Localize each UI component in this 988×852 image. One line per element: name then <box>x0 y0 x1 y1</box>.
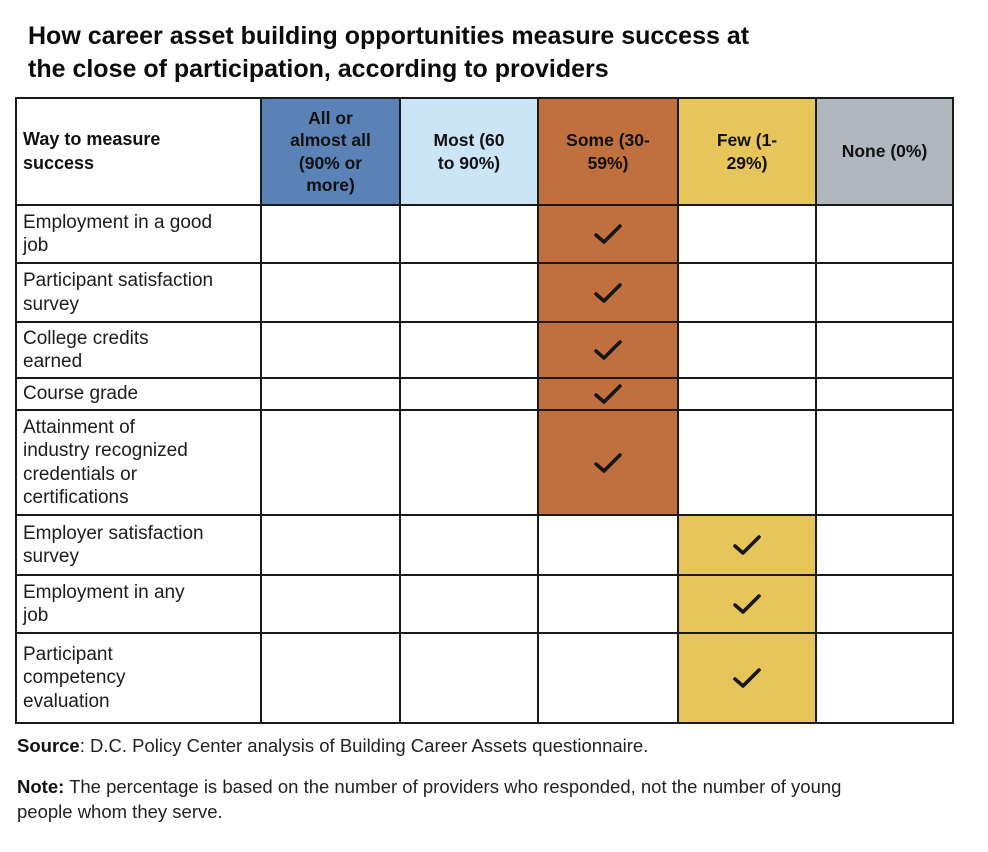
frequency-cell-few <box>677 321 817 379</box>
figure-title: How career asset building opportunities … <box>28 22 750 83</box>
measure-label-cell: Employment in a good job <box>15 204 262 264</box>
table-body: Employment in a good job Participant sati… <box>15 204 954 724</box>
frequency-cell-some <box>537 377 679 411</box>
column-header-way-to-measure: Way to measure success <box>15 97 262 206</box>
check-icon <box>594 452 622 473</box>
frequency-cell-few <box>677 377 817 411</box>
column-header-few: Few (1- 29%) <box>677 97 817 206</box>
frequency-cell-all <box>260 204 401 264</box>
table-header-row: Way to measure success All or almost all … <box>15 97 954 206</box>
note-line: Note: The percentage is based on the num… <box>17 775 897 825</box>
frequency-cell-most <box>399 574 539 634</box>
frequency-cell-most <box>399 262 539 323</box>
check-icon <box>594 384 622 404</box>
source-line: Source: D.C. Policy Center analysis of B… <box>17 734 897 759</box>
column-header-all: All or almost all (90% or more) <box>260 97 401 206</box>
source-label: Source <box>17 735 80 756</box>
note-text: The percentage is based on the number of… <box>17 775 842 822</box>
column-header-none: None (0%) <box>815 97 954 206</box>
check-icon <box>733 594 761 614</box>
frequency-cell-all <box>260 321 401 379</box>
frequency-cell-few <box>677 514 817 576</box>
frequency-cell-few <box>677 574 817 634</box>
frequency-cell-few <box>677 204 817 264</box>
frequency-cell-all <box>260 632 401 724</box>
frequency-cell-few <box>677 409 817 516</box>
check-icon <box>594 282 622 303</box>
frequency-cell-all <box>260 514 401 576</box>
frequency-cell-some <box>537 262 679 323</box>
table-row: Course grade <box>15 377 954 411</box>
note-label: Note: <box>17 775 65 797</box>
success-measures-table: Way to measure success All or almost all … <box>15 97 954 724</box>
table-row: Employment in a good job <box>15 204 954 264</box>
table-row: College credits earned <box>15 321 954 379</box>
column-header-most: Most (60 to 90%) <box>399 97 539 206</box>
frequency-cell-few <box>677 632 817 724</box>
frequency-cell-none <box>815 409 954 516</box>
frequency-cell-none <box>815 262 954 323</box>
source-text: : D.C. Policy Center analysis of Buildin… <box>79 735 649 756</box>
table-header: Way to measure success All or almost all … <box>15 97 954 206</box>
table-row: Participant satisfaction survey <box>15 262 954 323</box>
check-icon <box>733 668 761 688</box>
frequency-cell-some <box>537 204 679 264</box>
column-header-some: Some (30- 59%) <box>537 97 679 206</box>
check-icon <box>594 224 622 244</box>
frequency-cell-all <box>260 262 401 323</box>
frequency-cell-some <box>537 514 679 576</box>
frequency-cell-all <box>260 409 401 516</box>
frequency-cell-few <box>677 262 817 323</box>
frequency-cell-some <box>537 409 679 516</box>
frequency-cell-none <box>815 574 954 634</box>
measure-label-cell: Employer satisfaction survey <box>15 514 262 576</box>
measure-label-cell: Course grade <box>15 377 262 411</box>
frequency-cell-some <box>537 574 679 634</box>
frequency-cell-most <box>399 377 539 411</box>
measure-label-cell: College credits earned <box>15 321 262 379</box>
frequency-cell-most <box>399 514 539 576</box>
frequency-cell-most <box>399 204 539 264</box>
table-row: Employment in any job <box>15 574 954 634</box>
table-row: Employer satisfaction survey <box>15 514 954 576</box>
measure-label-cell: Attainment of industry recognized creden… <box>15 409 262 516</box>
frequency-cell-most <box>399 321 539 379</box>
frequency-cell-all <box>260 574 401 634</box>
measure-label-cell: Employment in any job <box>15 574 262 634</box>
frequency-cell-none <box>815 321 954 379</box>
table-row: Attainment of industry recognized creden… <box>15 409 954 516</box>
frequency-cell-some <box>537 632 679 724</box>
table-row: Participant competency evaluation <box>15 632 954 724</box>
check-icon <box>733 535 761 555</box>
check-icon <box>594 340 622 360</box>
frequency-cell-none <box>815 632 954 724</box>
frequency-cell-none <box>815 377 954 411</box>
frequency-cell-most <box>399 632 539 724</box>
frequency-cell-some <box>537 321 679 379</box>
figure-footer: Source: D.C. Policy Center analysis of B… <box>17 734 958 825</box>
measure-label-cell: Participant satisfaction survey <box>15 262 262 323</box>
frequency-cell-most <box>399 409 539 516</box>
frequency-cell-none <box>815 514 954 576</box>
frequency-cell-all <box>260 377 401 411</box>
measure-label-cell: Participant competency evaluation <box>15 632 262 724</box>
frequency-cell-none <box>815 204 954 264</box>
